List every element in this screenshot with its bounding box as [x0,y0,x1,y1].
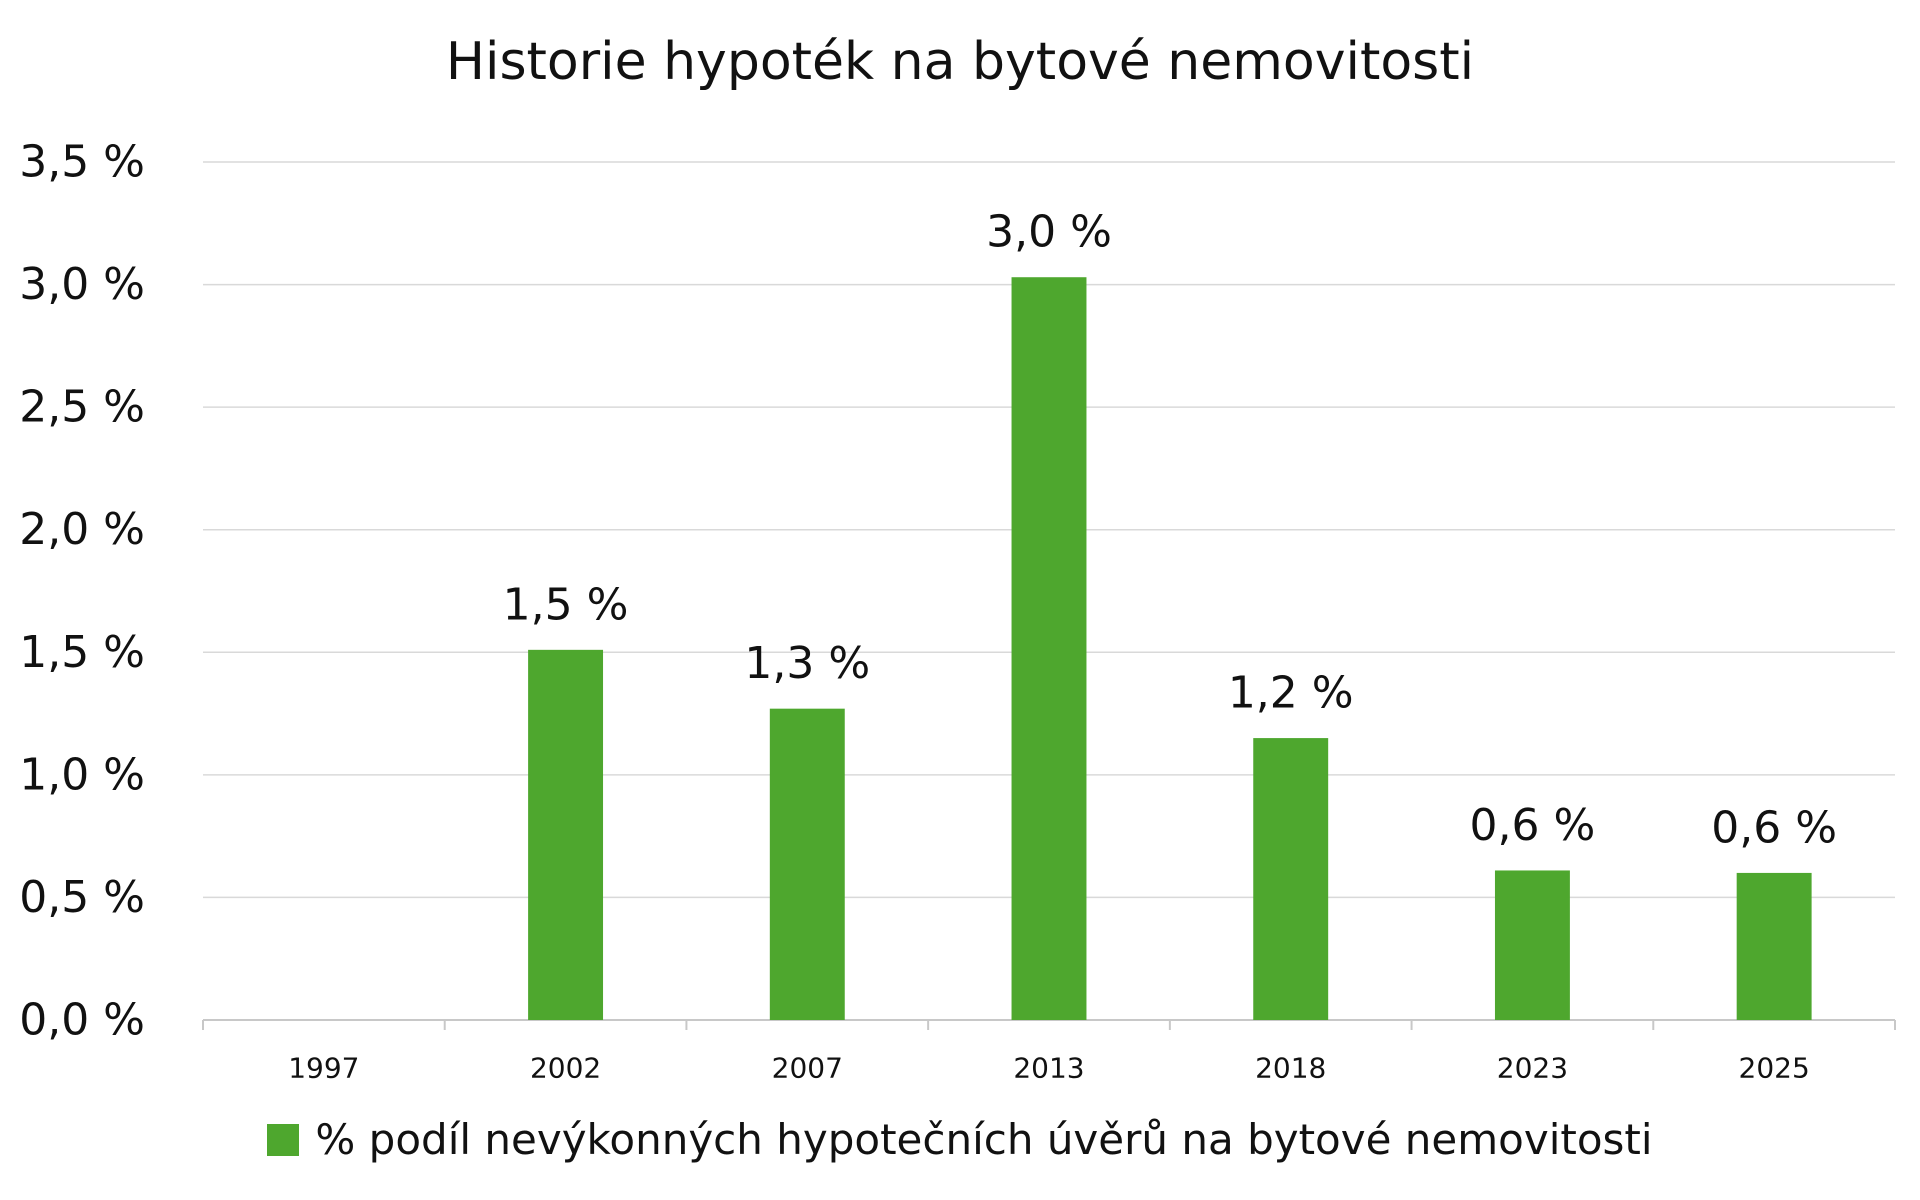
x-tick-label: 2018 [1255,1052,1326,1085]
y-tick-label: 0,5 % [19,872,145,923]
data-label: 0,6 % [1470,800,1596,851]
y-tick-label: 2,5 % [19,382,145,433]
data-label: 1,5 % [503,579,629,630]
y-tick-label: 2,0 % [19,504,145,555]
data-label: 3,0 % [986,207,1112,258]
x-tick-label: 2025 [1739,1052,1810,1085]
bar [1494,870,1570,1020]
legend-swatch [267,1123,300,1156]
x-tick-label: 2007 [772,1052,843,1085]
y-tick-label: 1,0 % [19,749,145,800]
data-label: 1,3 % [744,638,870,689]
data-label: 1,2 % [1228,668,1354,719]
y-tick-label: 3,0 % [19,259,145,310]
bar [528,649,604,1020]
bar [769,708,845,1020]
bar [1736,872,1812,1020]
y-tick-label: 3,5 % [19,137,145,188]
bar [1011,277,1087,1020]
x-tick-label: 2002 [530,1052,601,1085]
x-tick-label: 2023 [1497,1052,1568,1085]
legend: % podíl nevýkonných hypotečních úvěrů na… [0,1115,1920,1164]
y-tick-label: 1,5 % [19,627,145,678]
legend-label: % podíl nevýkonných hypotečních úvěrů na… [315,1115,1653,1164]
bar [1253,738,1329,1020]
x-tick-label: 2013 [1013,1052,1084,1085]
y-tick-label: 0,0 % [19,995,145,1046]
x-tick-label: 1997 [288,1052,359,1085]
data-label: 0,6 % [1711,802,1837,853]
chart-title: Historie hypoték na bytové nemovitosti [445,32,1475,92]
